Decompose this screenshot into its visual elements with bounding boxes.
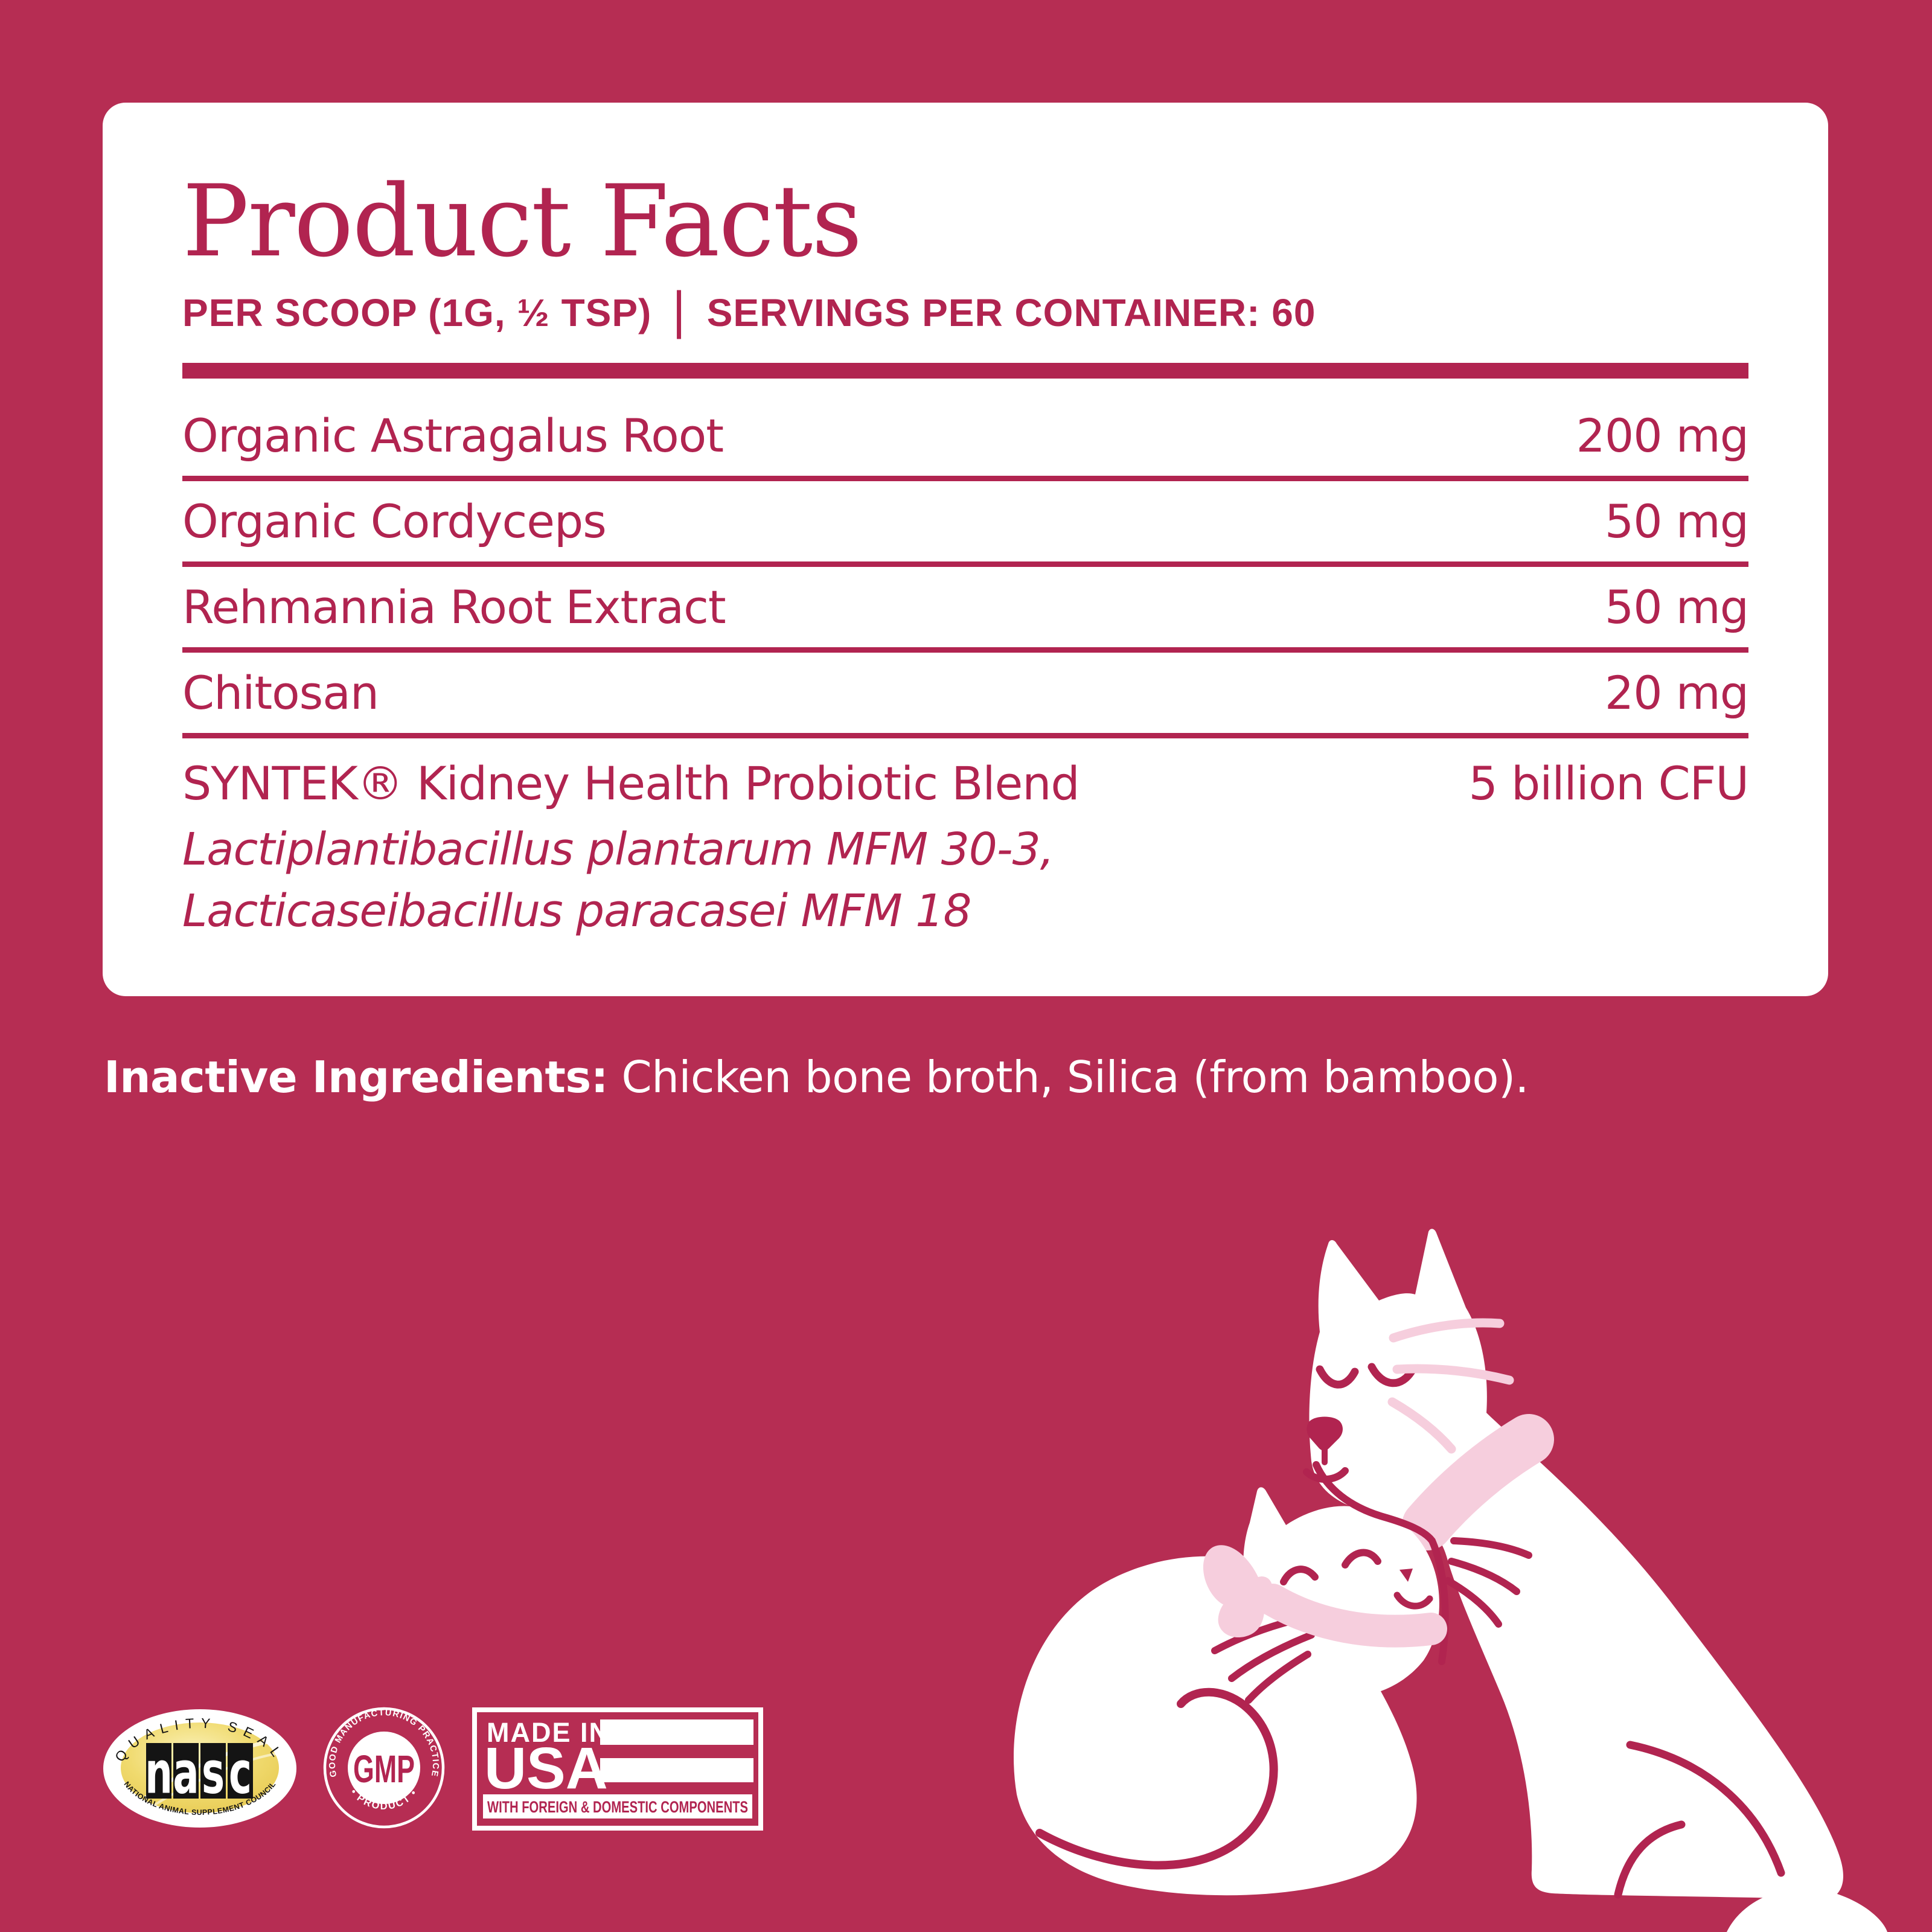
small-cat-right-eye (1342, 1549, 1381, 1569)
ingredient-amount: 50 mg (1604, 580, 1749, 635)
nasc-letter-boxes: n a s c (145, 1739, 253, 1807)
small-cat-collar (1256, 1584, 1447, 1648)
gmp-center-text: GMP (353, 1747, 415, 1791)
big-cat-whiskers (1387, 1318, 1514, 1454)
servings-per-container-text: SERVINGS PER CONTAINER: 60 (706, 291, 1316, 335)
ingredient-row: Organic Cordyceps 50 mg (182, 481, 1749, 568)
flag-stripes (600, 1719, 753, 1782)
usa-text: USA (484, 1735, 608, 1801)
big-cat-right-eye (1367, 1363, 1417, 1387)
big-cat-jaw-outline (1313, 1461, 1449, 1665)
ingredient-name: SYNTEK® Kidney Health Probiotic Blend (182, 756, 1080, 811)
strain-name: Lacticaseibacillus paracasei MFM 18 (182, 885, 971, 938)
ingredient-row: Organic Astragalus Root 200 mg (182, 395, 1749, 482)
big-cat-lines (1303, 1363, 1785, 1899)
strain-name: Lactiplantibacillus plantarum MFM 30-3, (182, 824, 1054, 876)
probiotic-blend-row: SYNTEK® Kidney Health Probiotic Blend 5 … (182, 738, 1749, 942)
made-in-usa-badge-icon: MADE IN USA WITH FOREIGN & DOMESTIC COMP… (472, 1707, 763, 1831)
ingredient-name: Organic Cordyceps (182, 494, 607, 549)
ingredient-name: Chitosan (182, 666, 379, 720)
nasc-letter: c (229, 1739, 252, 1807)
ingredient-amount: 20 mg (1604, 666, 1749, 720)
probiotic-strains: Lactiplantibacillus plantarum MFM 30-3, … (182, 819, 1748, 942)
big-cat-haunch-line (1626, 1741, 1785, 1877)
nasc-letter: n (145, 1739, 173, 1807)
small-cat-mouth (1393, 1591, 1433, 1610)
inactive-ingredients-line: Inactive Ingredients: Chicken bone broth… (104, 1052, 1831, 1102)
big-cat-body (1309, 1229, 1843, 1899)
serving-info: PER SCOOP (1G, ½ TSP) | SERVINGS PER CON… (182, 281, 1748, 340)
big-cat-nose (1307, 1416, 1343, 1451)
ingredient-amount: 50 mg (1604, 494, 1749, 549)
big-cat-paw-line (1614, 1820, 1686, 1899)
nasc-quality-seal-icon: QUALITY SEAL n a s c NATIONAL ANIMAL SUP… (103, 1709, 296, 1828)
nasc-letter: s (202, 1739, 225, 1807)
inactive-ingredients-label: Inactive Ingredients: (104, 1052, 609, 1102)
ingredient-amount: 200 mg (1576, 409, 1749, 463)
small-cat-face (1280, 1549, 1433, 1610)
ingredient-name: Organic Astragalus Root (182, 409, 724, 463)
two-cats-hugging-illustration (1014, 1229, 1887, 1932)
big-cat-collar (1402, 1414, 1554, 1550)
big-cat-left-eye (1316, 1365, 1359, 1389)
ingredient-row: Chitosan 20 mg (182, 653, 1749, 739)
separator-bar: | (672, 281, 686, 340)
product-facts-panel: Product Facts PER SCOOP (1G, ½ TSP) | SE… (103, 103, 1828, 996)
ingredient-amount: 5 billion CFU (1468, 756, 1749, 811)
panel-title: Product Facts (182, 164, 862, 279)
inactive-ingredients-text: Chicken bone broth, Silica (from bamboo)… (608, 1052, 1529, 1102)
small-cat-left-eye (1280, 1566, 1319, 1585)
ingredient-row: Rehmannia Root Extract 50 mg (182, 567, 1749, 653)
small-cat-nose (1399, 1569, 1413, 1582)
gmp-seal-icon: GOOD MANUFACTURING PRACTICE • PRODUCT • … (323, 1707, 445, 1829)
made-in-text: MADE IN (487, 1717, 610, 1748)
ingredient-name: Rehmannia Root Extract (182, 580, 726, 635)
header-rule (182, 363, 1748, 379)
big-cat-tail (1727, 1888, 1887, 1932)
small-cat-tail-line (1035, 1687, 1278, 1870)
per-scoop-text: PER SCOOP (1G, ½ TSP) (182, 291, 652, 335)
nasc-letter: a (173, 1739, 199, 1807)
small-cat-whiskers (1211, 1537, 1532, 1704)
usa-footnote-text: WITH FOREIGN & DOMESTIC COMPONENTS (487, 1798, 748, 1816)
